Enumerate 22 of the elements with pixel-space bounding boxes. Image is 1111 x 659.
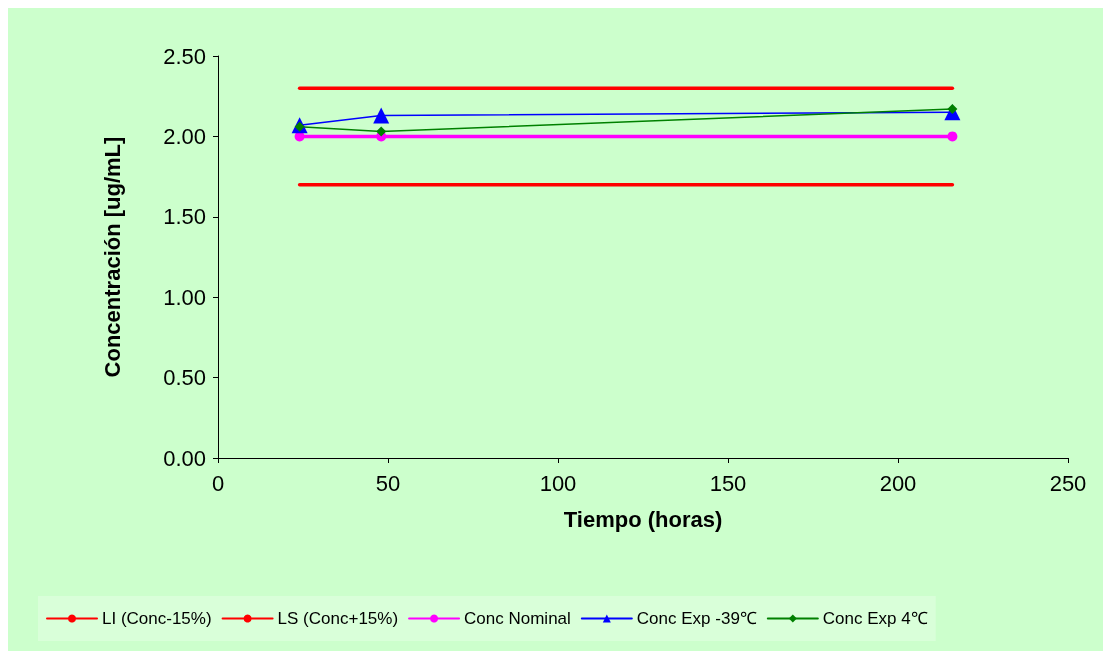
- x-tick-label: 0: [211, 470, 225, 496]
- x-tick-label: 200: [879, 470, 917, 496]
- point: [947, 131, 958, 142]
- x-tick-label: 150: [709, 470, 747, 496]
- legend-label: LS (Conc+15%): [277, 609, 399, 628]
- legend-label: Conc Exp -39℃: [636, 609, 757, 628]
- y-tick-label: 0.00: [163, 445, 206, 471]
- y-axis-title: Concentración [ug/mL]: [99, 136, 125, 378]
- x-tick-label: 100: [539, 470, 577, 496]
- y-tick-label: 2.50: [163, 43, 206, 69]
- y-tick-label: 1.50: [163, 204, 206, 230]
- legend-label: LI (Conc-15%): [102, 609, 212, 628]
- x-axis-title: Tiempo (horas): [563, 506, 723, 532]
- point: [373, 107, 390, 124]
- x-tick-label: 50: [375, 470, 401, 496]
- y-tick-label: 0.50: [163, 365, 206, 391]
- point: [376, 126, 387, 137]
- y-tick-label: 1.00: [163, 284, 206, 310]
- legend-label: Conc Exp 4℃: [822, 609, 928, 628]
- legend-label: Conc Nominal: [464, 609, 571, 628]
- y-tick-label: 2.00: [163, 123, 206, 149]
- x-tick-label: 250: [1049, 470, 1087, 496]
